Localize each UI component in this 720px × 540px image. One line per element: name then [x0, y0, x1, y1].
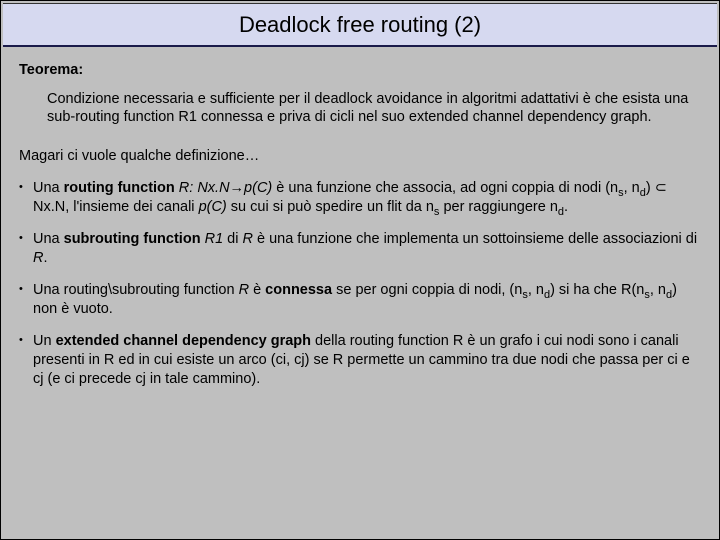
bullet-dot: • [19, 281, 33, 318]
title-bar: Deadlock free routing (2) [3, 3, 717, 47]
bullet-text: Una subrouting function R1 di R è una fu… [33, 230, 701, 267]
bullet-text: Un extended channel dependency graph del… [33, 332, 701, 388]
bullet-4: • Un extended channel dependency graph d… [19, 332, 701, 388]
bullet-2: • Una subrouting function R1 di R è una … [19, 230, 701, 267]
bullet-dot: • [19, 179, 33, 216]
slide-title: Deadlock free routing (2) [239, 12, 481, 38]
magari-line: Magari ci vuole qualche definizione… [19, 147, 701, 166]
bullet-dot: • [19, 332, 33, 388]
teorema-body: Condizione necessaria e sufficiente per … [47, 90, 701, 127]
bullet-3: • Una routing\subrouting function R è co… [19, 281, 701, 318]
bullet-text: Una routing\subrouting function R è conn… [33, 281, 701, 318]
teorema-label: Teorema: [19, 61, 701, 80]
bullet-dot: • [19, 230, 33, 267]
bullet-1: • Una routing function R: Nx.N→p(C) è un… [19, 179, 701, 216]
slide-content: Teorema: Condizione necessaria e suffici… [1, 47, 719, 412]
bullet-text: Una routing function R: Nx.N→p(C) è una … [33, 179, 701, 216]
